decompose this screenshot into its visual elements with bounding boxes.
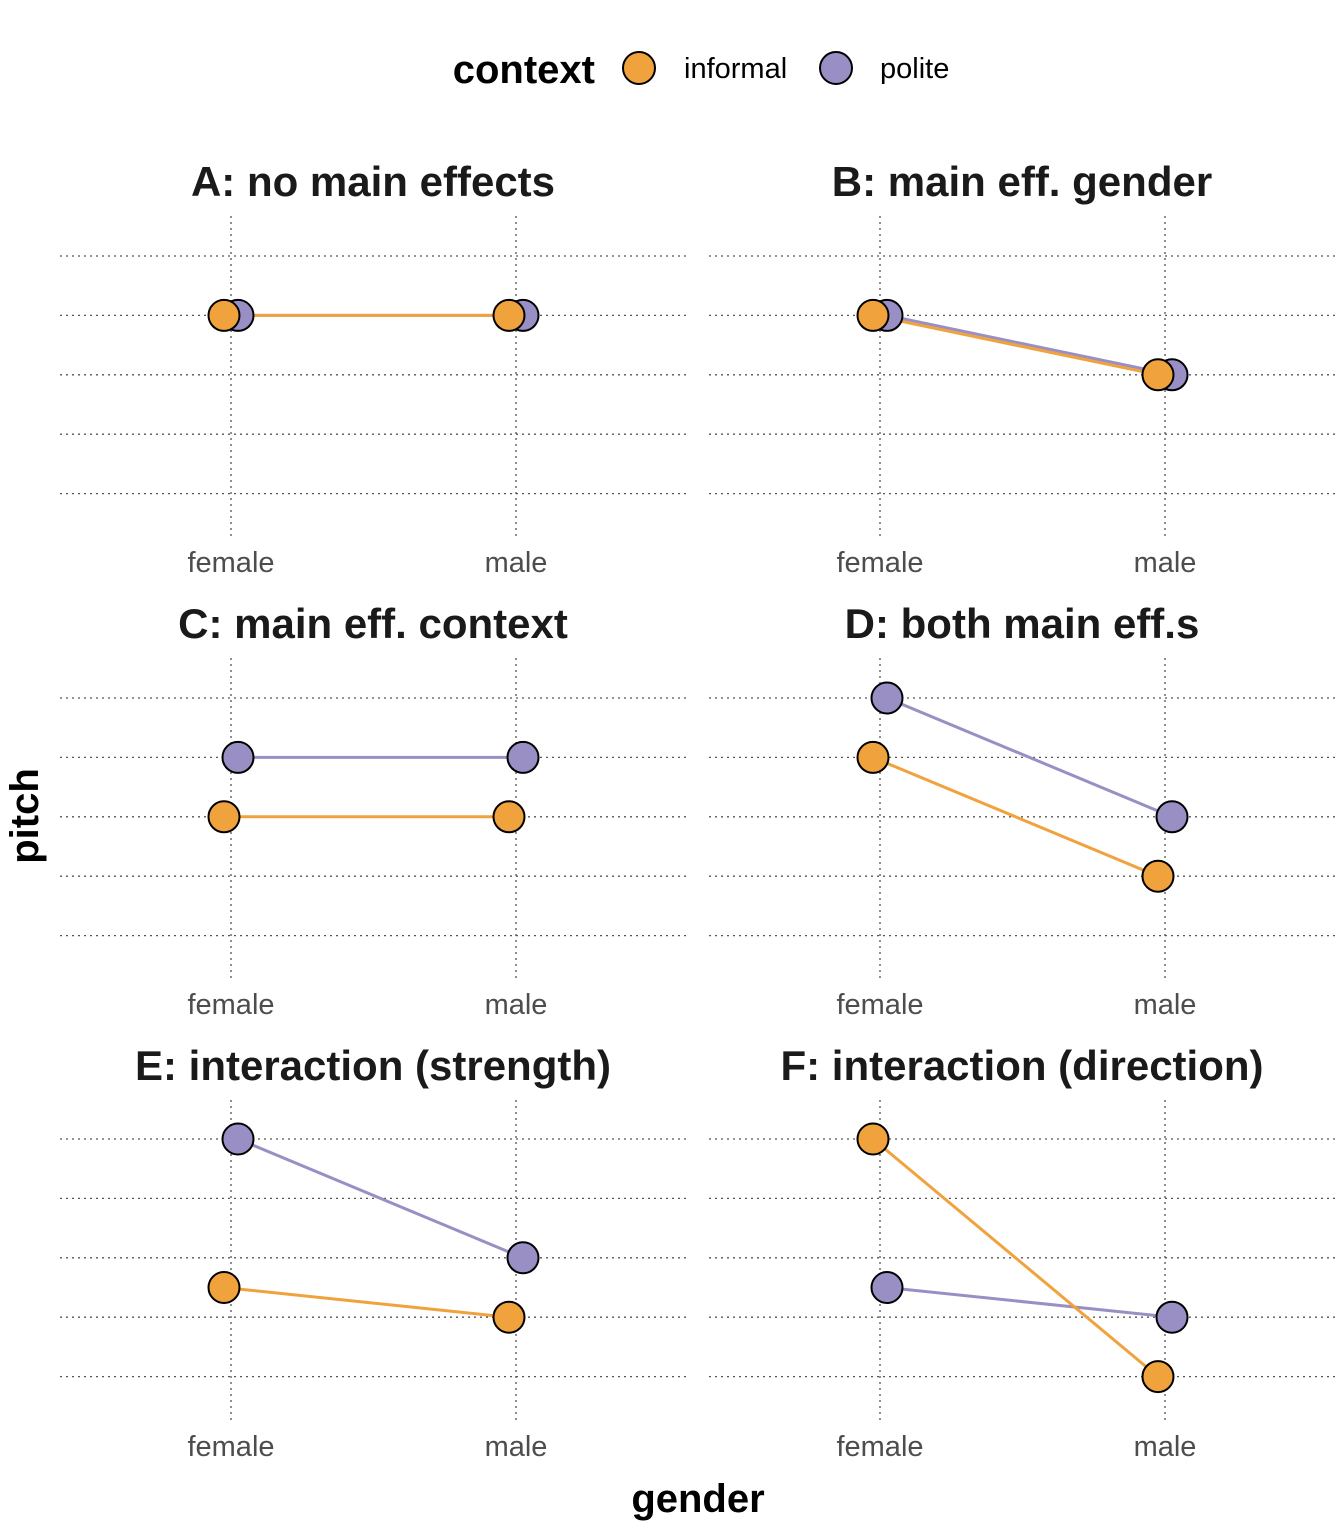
- series-line-polite: [886, 1286, 1173, 1319]
- x-tick-label-female: female: [836, 1431, 923, 1463]
- panel-b: female male B: main eff. gender: [709, 158, 1335, 579]
- x-tick-label-male: male: [485, 1431, 548, 1463]
- x-tick-label-male: male: [1134, 1431, 1197, 1463]
- legend-key-informal: [622, 51, 656, 85]
- x-tick-label-female: female: [187, 1431, 274, 1463]
- panel-title: C: main eff. context: [178, 600, 568, 647]
- data-point-informal-female: [856, 1122, 890, 1156]
- series-line-informal: [223, 1286, 510, 1319]
- data-point-polite-female: [221, 740, 255, 774]
- panel-title: F: interaction (direction): [781, 1042, 1264, 1089]
- x-tick-label-female: female: [187, 547, 274, 579]
- panel-e: female male E: interaction (strength): [60, 1042, 686, 1463]
- series-line-informal: [872, 756, 1159, 878]
- data-point-informal-male: [492, 298, 526, 332]
- legend-item-informal: informal: [622, 51, 787, 85]
- panel-title: B: main eff. gender: [832, 158, 1212, 205]
- legend-key-polite: [819, 51, 853, 85]
- series-line-polite: [237, 1137, 524, 1260]
- legend-item-polite: polite: [819, 51, 949, 85]
- data-point-informal-female: [856, 740, 890, 774]
- panel-f: female male F: interaction (direction): [709, 1042, 1335, 1463]
- data-point-informal-female: [207, 1271, 241, 1304]
- data-point-informal-male: [492, 800, 526, 834]
- data-point-informal-male: [1141, 1360, 1175, 1394]
- y-axis-title: pitch: [3, 768, 47, 864]
- data-point-polite-male: [506, 1241, 540, 1275]
- data-point-informal-female: [207, 800, 241, 834]
- data-point-polite-female: [870, 681, 904, 715]
- legend-title: context: [453, 48, 595, 92]
- data-point-informal-male: [1141, 859, 1175, 893]
- legend: context informal polite: [453, 48, 950, 92]
- panel-title: D: both main eff.s: [845, 600, 1200, 647]
- x-tick-label-male: male: [1134, 989, 1197, 1021]
- x-tick-label-female: female: [187, 989, 274, 1021]
- x-tick-label-male: male: [485, 989, 548, 1021]
- data-point-polite-male: [1155, 800, 1189, 834]
- x-tick-label-male: male: [1134, 547, 1197, 579]
- panel-c: female male C: main eff. context: [60, 600, 686, 1021]
- series-line-informal: [872, 1137, 1159, 1378]
- series-line-informal: [872, 313, 1159, 377]
- panel-a: female male A: no main effects: [60, 158, 686, 579]
- data-point-polite-male: [506, 740, 540, 774]
- panel-d: female male D: both main eff.s: [709, 600, 1335, 1021]
- panel-title: A: no main effects: [191, 158, 555, 205]
- x-tick-label-female: female: [836, 989, 923, 1021]
- legend-label-informal: informal: [684, 53, 787, 85]
- data-point-informal-male: [1141, 358, 1175, 392]
- series-line-polite: [886, 313, 1173, 377]
- data-point-polite-female: [870, 1271, 904, 1304]
- data-point-polite-female: [221, 1122, 255, 1156]
- data-point-informal-female: [856, 298, 890, 332]
- x-axis-title: gender: [631, 1477, 764, 1521]
- legend-label-polite: polite: [880, 53, 949, 85]
- panel-title: E: interaction (strength): [135, 1042, 611, 1089]
- panels: female male A: no main effects female male B:…: [60, 158, 1335, 1463]
- data-point-polite-male: [1155, 1300, 1189, 1334]
- series-line-polite: [886, 696, 1173, 819]
- x-tick-label-male: male: [485, 547, 548, 579]
- data-point-informal-male: [492, 1300, 526, 1334]
- x-tick-label-female: female: [836, 547, 923, 579]
- data-point-informal-female: [207, 298, 241, 332]
